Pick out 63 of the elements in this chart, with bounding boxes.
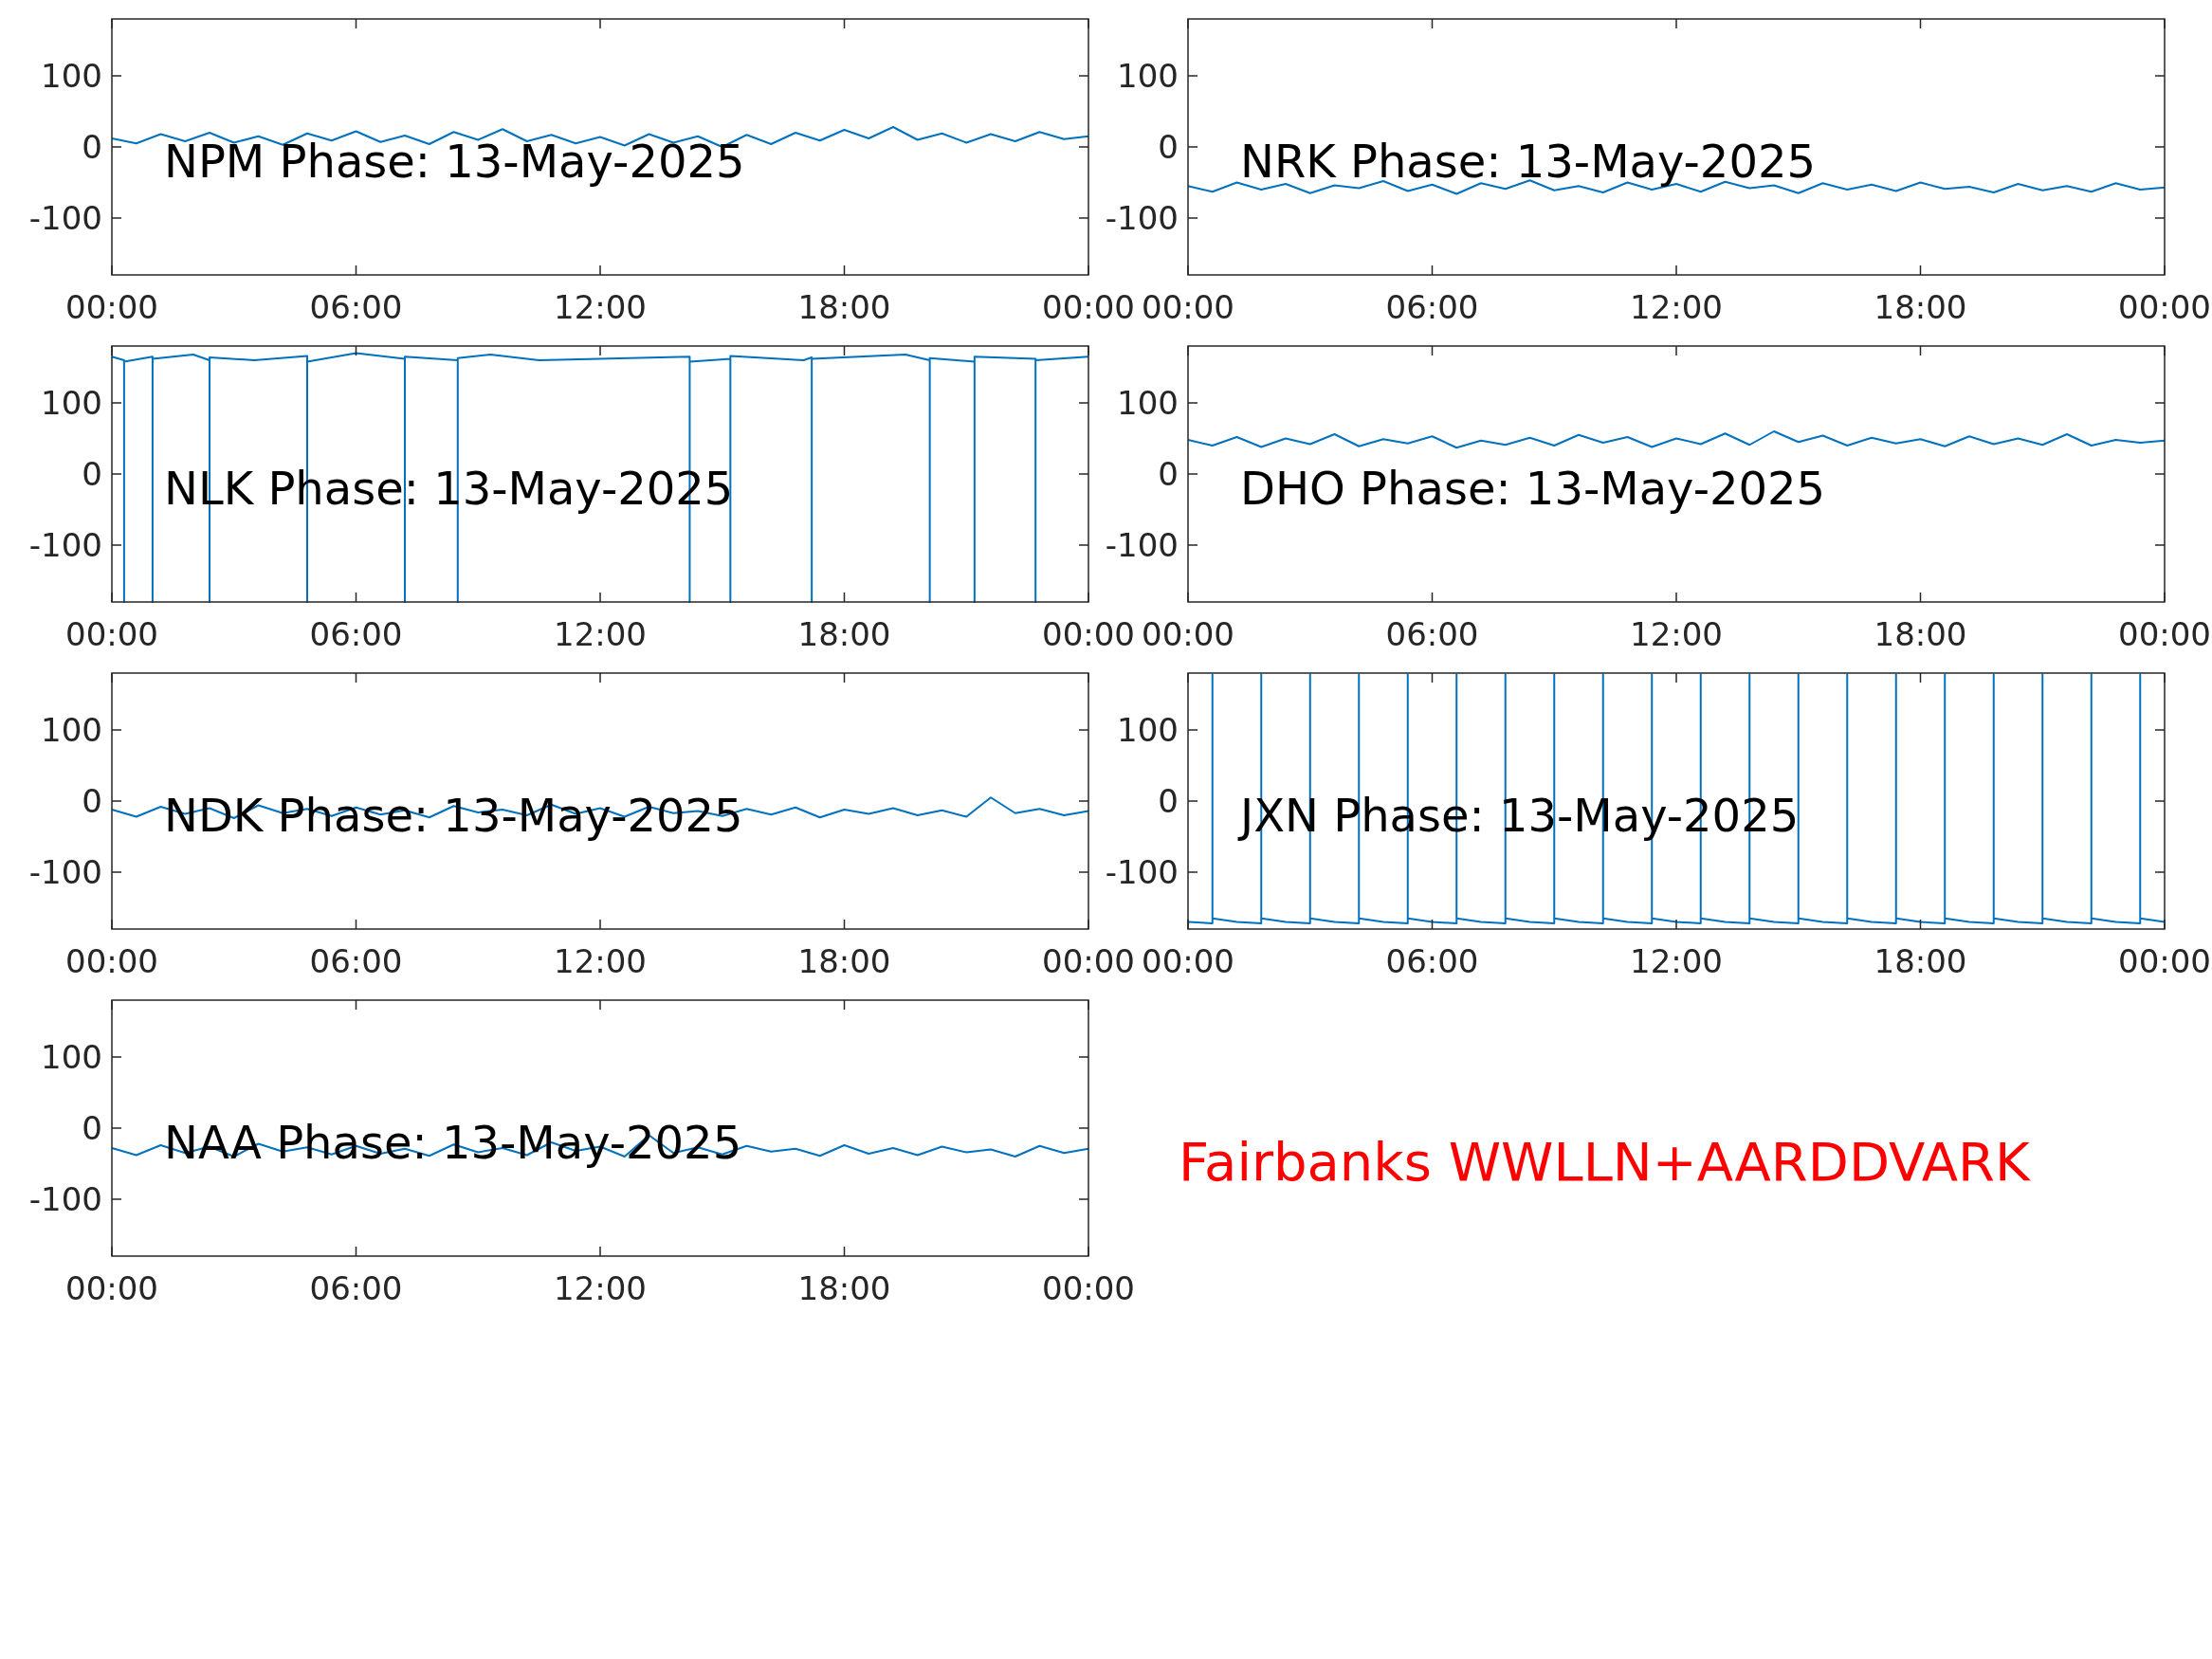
x-tick-label: 18:00 — [1874, 615, 1967, 653]
x-tick-label: 18:00 — [797, 288, 891, 326]
x-tick-label: 00:00 — [65, 615, 158, 653]
x-tick-label: 06:00 — [1385, 942, 1479, 980]
text: Fairbanks WWLLN+AARDDVARK — [1179, 1131, 2031, 1193]
x-tick-label: 18:00 — [797, 1269, 891, 1307]
y-tick-label: 100 — [1117, 710, 1179, 749]
y-tick-label: 0 — [1158, 127, 1179, 166]
x-tick-label: 12:00 — [1630, 288, 1723, 326]
x-tick-label: 00:00 — [65, 1269, 158, 1307]
y-tick-label: 0 — [1158, 781, 1179, 820]
y-tick-label: 100 — [1117, 56, 1179, 95]
y-tick-label: 100 — [41, 1037, 102, 1076]
y-tick-label: -100 — [28, 1179, 102, 1218]
x-tick-label: 00:00 — [1142, 615, 1234, 653]
x-tick-label: 00:00 — [2118, 942, 2211, 980]
x-tick-label: 06:00 — [309, 1269, 403, 1307]
x-tick-label: 06:00 — [309, 288, 403, 326]
x-tick-label: 06:00 — [1385, 615, 1479, 653]
x-tick-label: 00:00 — [1042, 615, 1135, 653]
x-tick-label: 12:00 — [554, 1269, 647, 1307]
x-tick-label: 06:00 — [309, 615, 403, 653]
x-tick-label: 18:00 — [797, 942, 891, 980]
line-series — [1187, 430, 2166, 449]
y-tick-label: -100 — [1105, 852, 1179, 891]
x-tick-label: 06:00 — [1385, 288, 1479, 326]
y-tick-label: -100 — [1105, 525, 1179, 564]
x-tick-label: 12:00 — [554, 942, 647, 980]
y-tick-label: 100 — [1117, 383, 1179, 422]
y-tick-label: -100 — [1105, 198, 1179, 237]
x-tick-label: 00:00 — [65, 288, 158, 326]
x-tick-label: 18:00 — [1874, 942, 1967, 980]
y-tick-label: -100 — [28, 198, 102, 237]
x-tick-label: 12:00 — [554, 615, 647, 653]
x-tick-label: 00:00 — [1142, 288, 1234, 326]
x-tick-label: 00:00 — [1042, 288, 1135, 326]
x-tick-label: 06:00 — [309, 942, 403, 980]
x-tick-label: 00:00 — [1042, 942, 1135, 980]
text: NPM Phase: 13-May-2025 — [164, 135, 745, 189]
line-series — [111, 352, 1089, 603]
y-tick-label: 0 — [1158, 454, 1179, 493]
y-tick-label: 0 — [82, 1108, 102, 1147]
x-tick-label: 00:00 — [65, 942, 158, 980]
y-tick-label: 100 — [41, 56, 102, 95]
y-tick-label: 100 — [41, 383, 102, 422]
x-tick-label: 00:00 — [2118, 288, 2211, 326]
text: NRK Phase: 13-May-2025 — [1240, 135, 1817, 189]
x-tick-label: 18:00 — [797, 615, 891, 653]
x-tick-label: 00:00 — [1042, 1269, 1135, 1307]
x-tick-label: 00:00 — [2118, 615, 2211, 653]
x-tick-label: 00:00 — [1142, 942, 1234, 980]
text: DHO Phase: 13-May-2025 — [1240, 462, 1826, 516]
y-tick-label: -100 — [28, 525, 102, 564]
x-tick-label: 12:00 — [554, 288, 647, 326]
y-tick-label: 0 — [82, 781, 102, 820]
y-tick-label: 100 — [41, 710, 102, 749]
x-tick-label: 12:00 — [1630, 942, 1723, 980]
y-tick-label: 0 — [82, 127, 102, 166]
y-tick-label: -100 — [28, 852, 102, 891]
x-tick-label: 18:00 — [1874, 288, 1967, 326]
line-series — [1187, 673, 2166, 924]
y-tick-label: 0 — [82, 454, 102, 493]
x-tick-label: 12:00 — [1630, 615, 1723, 653]
